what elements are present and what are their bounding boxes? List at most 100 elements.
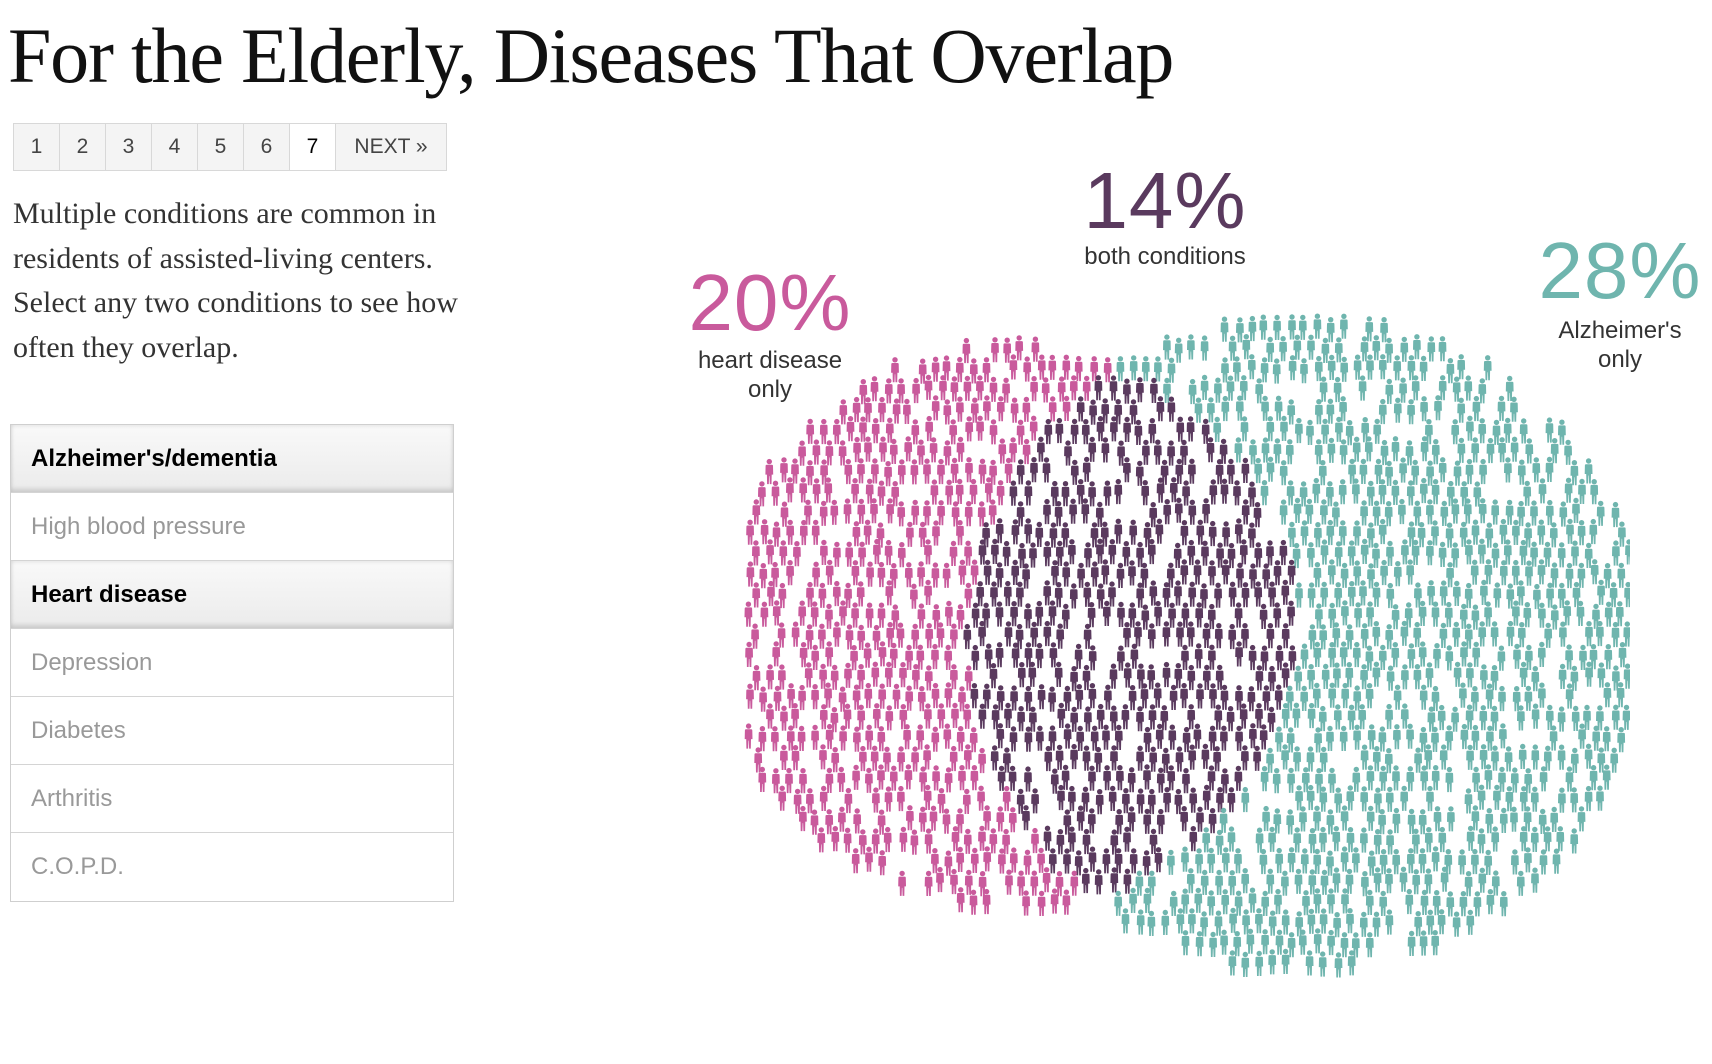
person-icon-both <box>1116 765 1124 791</box>
person-icon-heart-only <box>965 457 973 483</box>
person-icon-alz-only <box>1445 522 1454 548</box>
person-icon-heart-only <box>1082 375 1091 401</box>
person-icon-alz-only <box>1473 891 1482 917</box>
person-icon-alz-only <box>1589 765 1598 791</box>
person-icon-alz-only <box>1340 932 1349 958</box>
person-icon-heart-only <box>945 600 953 626</box>
condition-high-blood-pressure[interactable]: High blood pressure <box>11 493 453 561</box>
person-icon-alz-only <box>1491 745 1499 771</box>
person-icon-heart-only <box>977 785 985 811</box>
person-icon-alz-only <box>1272 358 1281 384</box>
person-icon-heart-only <box>898 870 906 896</box>
person-icon-alz-only <box>1539 849 1548 875</box>
person-icon-heart-only <box>1030 870 1039 896</box>
person-icon-alz-only <box>1399 377 1407 403</box>
person-icon-both <box>1003 580 1012 607</box>
person-icon-alz-only <box>1287 932 1296 958</box>
person-icon-alz-only <box>1511 849 1519 875</box>
person-icon-both <box>1187 539 1196 566</box>
person-icon-alz-only <box>1451 419 1460 445</box>
person-icon-alz-only <box>1391 436 1400 462</box>
person-icon-heart-only <box>771 480 780 506</box>
person-icon-alz-only <box>1498 685 1506 712</box>
person-icon-alz-only <box>1305 950 1314 976</box>
condition-alzheimers[interactable]: Alzheimer's/dementia <box>11 425 453 493</box>
person-icon-alz-only <box>1359 580 1367 606</box>
person-icon-alz-only <box>1116 356 1125 382</box>
person-icon-alz-only <box>1293 827 1302 853</box>
page-title: For the Elderly, Diseases That Overlap <box>8 12 1174 99</box>
person-icon-heart-only <box>811 684 819 710</box>
person-icon-alz-only <box>1437 704 1446 731</box>
person-icon-heart-only <box>818 623 826 649</box>
person-icon-alz-only <box>1229 907 1237 933</box>
next-button[interactable]: NEXT » <box>336 124 446 170</box>
step-pager: 1 2 3 4 5 6 7 NEXT » <box>13 123 447 171</box>
person-icon-both <box>1247 686 1256 712</box>
page-1-button[interactable]: 1 <box>14 124 60 170</box>
person-icon-alz-only <box>1255 827 1264 853</box>
person-icon-both <box>1136 377 1144 403</box>
person-icon-heart-only <box>1022 890 1030 916</box>
person-icon-both <box>1043 541 1052 567</box>
page-2-button[interactable]: 2 <box>60 124 106 170</box>
person-icon-alz-only <box>1513 643 1521 669</box>
person-icon-heart-only <box>950 868 958 895</box>
person-icon-both <box>1084 542 1092 568</box>
person-icon-heart-only <box>872 703 881 729</box>
page-7-button[interactable]: 7 <box>290 124 336 170</box>
person-icon-both <box>1187 664 1196 691</box>
person-icon-alz-only <box>1366 765 1375 791</box>
person-icon-alz-only <box>1334 337 1343 363</box>
person-icon-alz-only <box>1391 604 1400 630</box>
person-icon-heart-only <box>780 705 788 731</box>
person-icon-heart-only <box>771 726 779 752</box>
person-icon-alz-only <box>1209 931 1217 957</box>
person-icon-heart-only <box>778 664 786 690</box>
person-icon-alz-only <box>1622 704 1630 730</box>
person-icon-alz-only <box>1557 744 1566 770</box>
condition-arthritis[interactable]: Arthritis <box>11 765 453 833</box>
person-icon-heart-only <box>969 478 978 505</box>
person-icon-alz-only <box>1313 562 1322 588</box>
person-icon-both <box>1222 521 1230 547</box>
person-icon-alz-only <box>1221 395 1230 422</box>
person-icon-alz-only <box>1466 744 1474 770</box>
page-6-button[interactable]: 6 <box>244 124 290 170</box>
person-icon-both <box>1070 743 1078 770</box>
person-icon-heart-only <box>1016 419 1025 445</box>
person-icon-alz-only <box>1186 868 1195 894</box>
person-icon-alz-only <box>1398 498 1406 525</box>
person-icon-alz-only <box>1380 317 1388 343</box>
person-icon-alz-only <box>1431 765 1440 791</box>
person-icon-heart-only <box>744 723 753 749</box>
page-4-button[interactable]: 4 <box>152 124 198 170</box>
person-icon-heart-only <box>865 846 873 872</box>
person-icon-heart-only <box>859 745 867 772</box>
person-icon-both <box>1063 848 1071 874</box>
page-5-button[interactable]: 5 <box>198 124 244 170</box>
condition-depression[interactable]: Depression <box>11 629 453 697</box>
person-icon-heart-only <box>839 725 847 751</box>
person-icon-alz-only <box>1503 417 1512 443</box>
person-icon-both <box>1096 703 1105 730</box>
person-icon-both <box>1227 542 1236 569</box>
condition-heart-disease[interactable]: Heart disease <box>11 561 453 629</box>
person-icon-alz-only <box>1308 828 1317 854</box>
person-icon-heart-only <box>964 540 972 566</box>
condition-copd[interactable]: C.O.P.D. <box>31 853 124 880</box>
person-icon-both <box>1156 808 1165 835</box>
person-icon-alz-only <box>1327 437 1336 463</box>
person-icon-alz-only <box>1260 357 1269 383</box>
person-icon-heart-only <box>772 521 781 547</box>
person-icon-alz-only <box>1367 522 1375 548</box>
page-3-button[interactable]: 3 <box>106 124 152 170</box>
condition-diabetes[interactable]: Diabetes <box>11 697 453 765</box>
person-icon-alz-only <box>1188 908 1196 934</box>
person-icon-alz-only <box>1234 890 1243 916</box>
person-icon-alz-only <box>1373 418 1382 444</box>
person-icon-both <box>1228 623 1237 650</box>
person-icon-heart-only <box>891 481 900 507</box>
person-icon-alz-only <box>1353 520 1361 546</box>
person-icon-alz-only <box>1433 643 1441 669</box>
